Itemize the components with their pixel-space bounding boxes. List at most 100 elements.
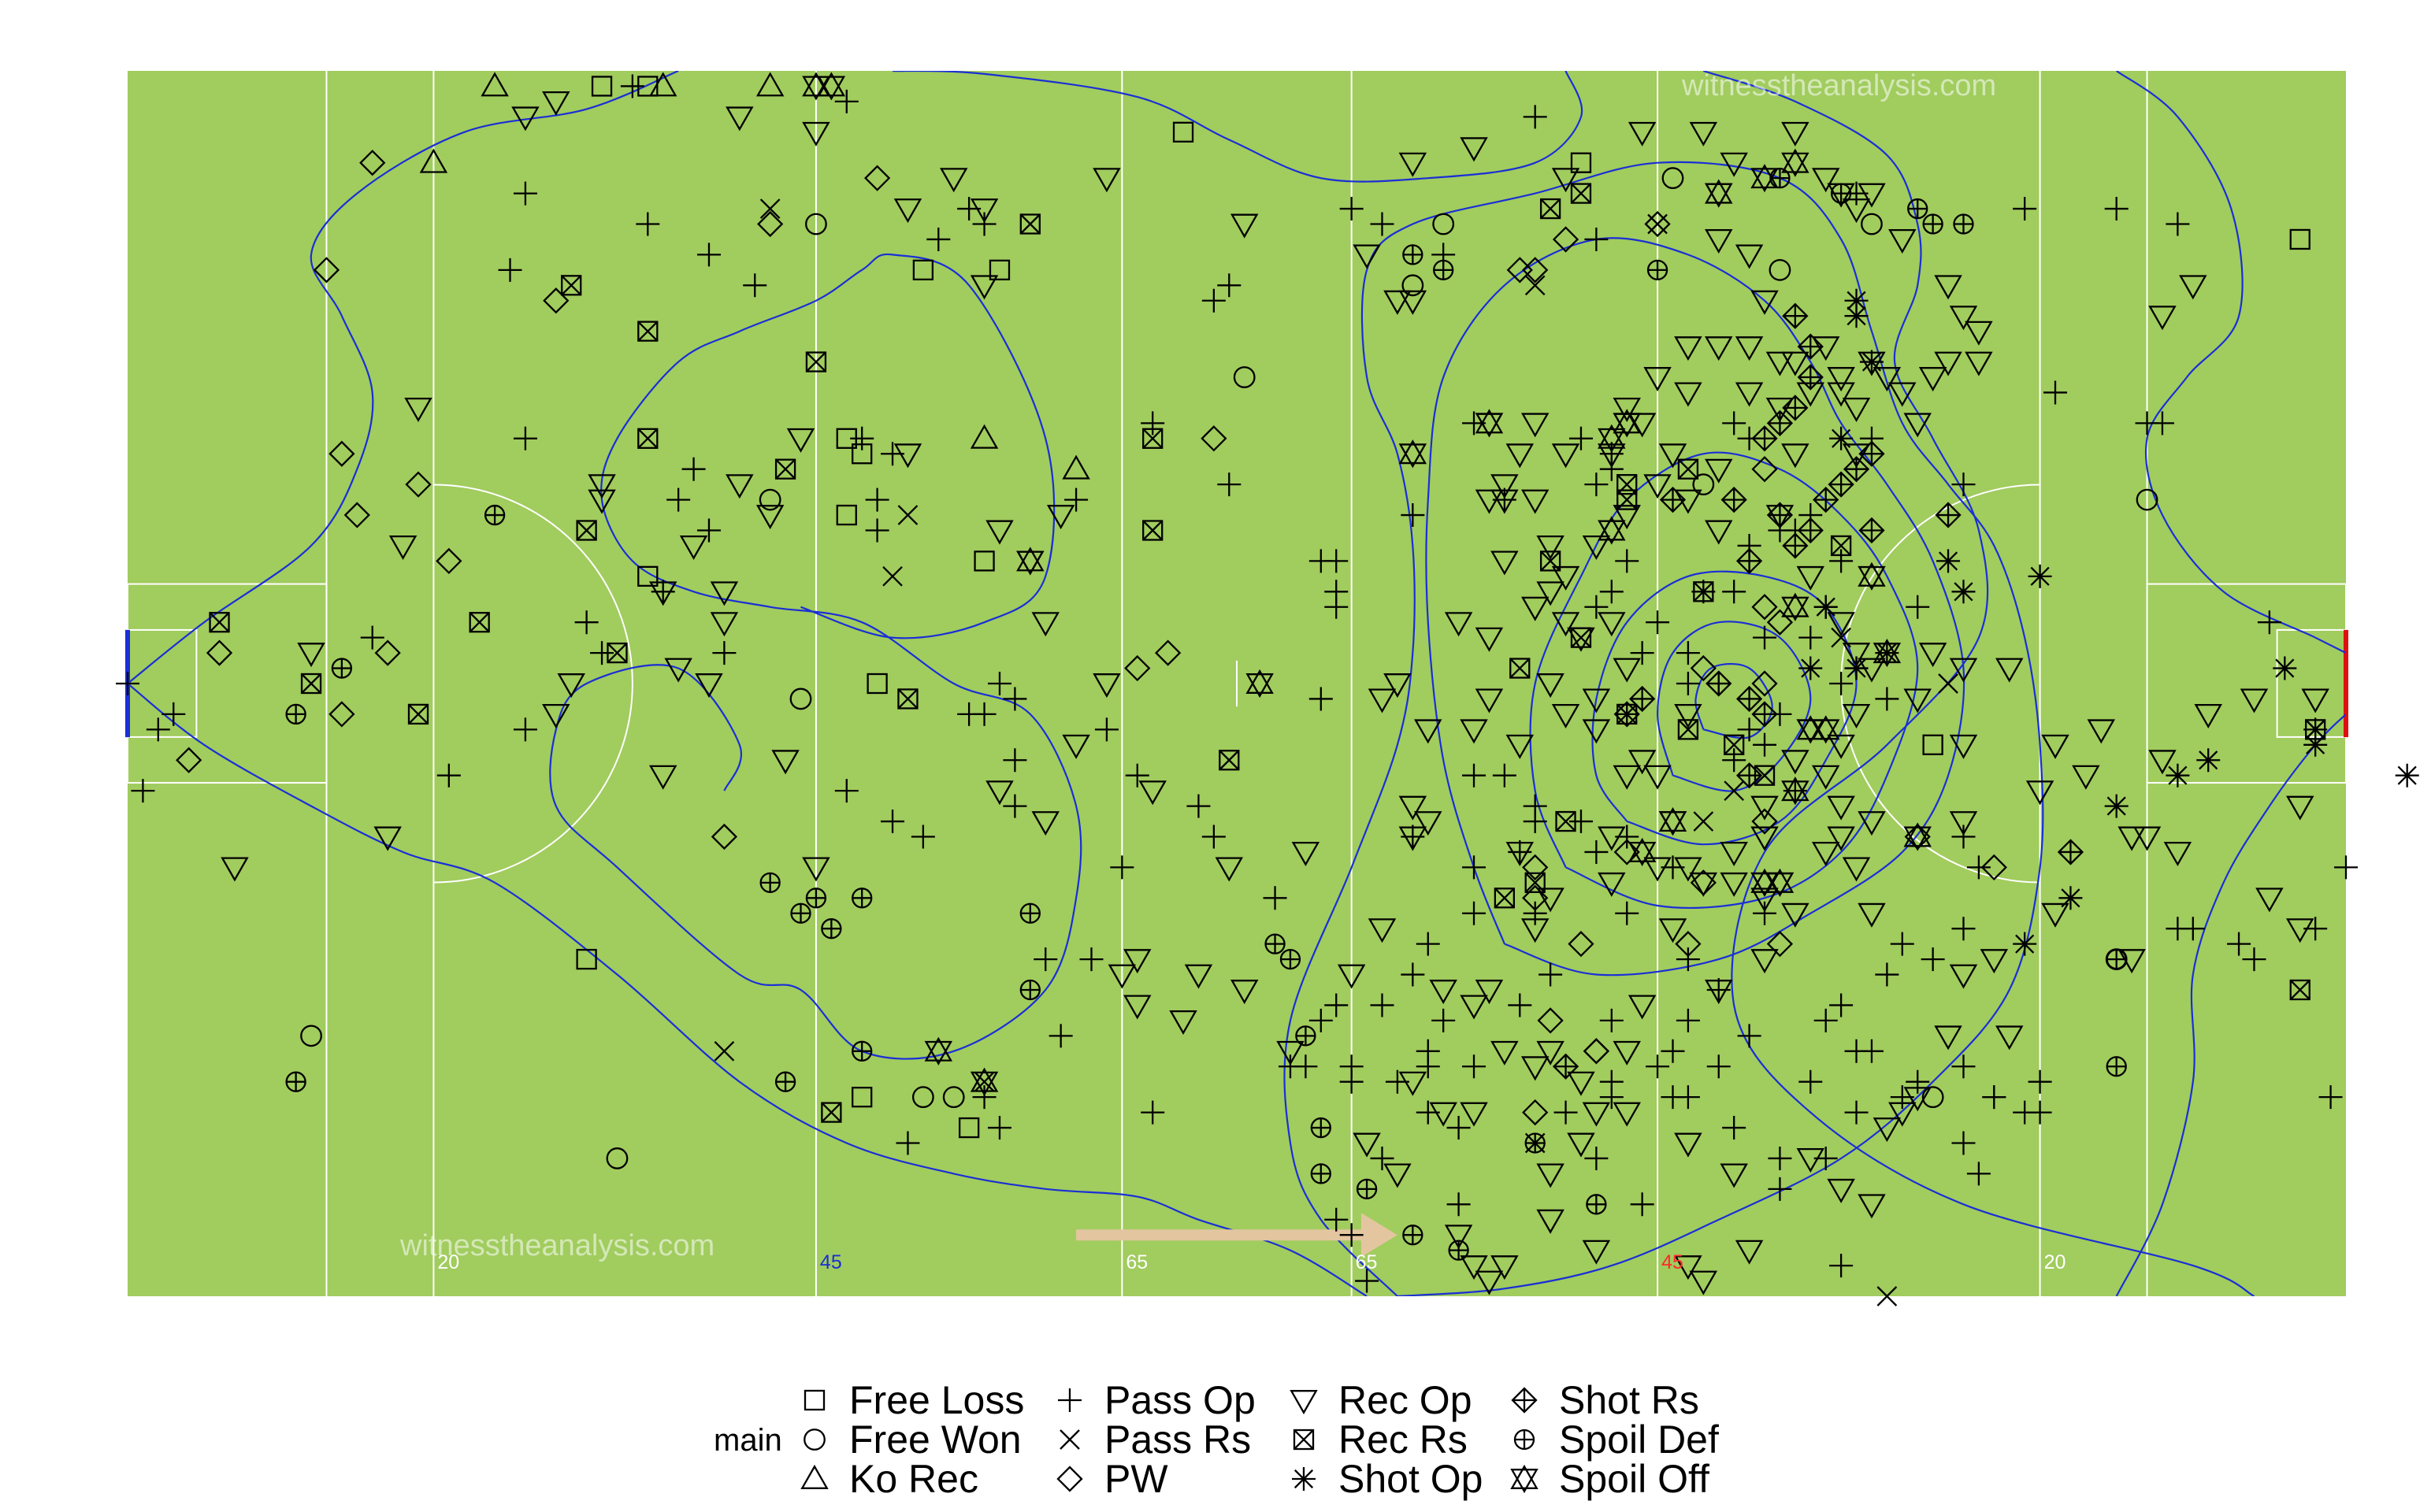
marker-spoil-off: [1781, 776, 1809, 806]
marker-pass-op: [1906, 595, 1930, 619]
marker-rec-op: [1949, 734, 1978, 759]
legend-key-pass-op: [1058, 1388, 1082, 1412]
marker-shot-rs: [1843, 456, 1870, 483]
marker-rec-op: [1123, 995, 1152, 1020]
marker-rec-op: [2179, 275, 2207, 300]
marker-spoil-def: [1646, 259, 1668, 281]
arc-left: [433, 484, 633, 884]
marker-rec-op: [1781, 750, 1809, 775]
marker-rec-op: [1383, 673, 1412, 699]
marker-spoil-def: [852, 1040, 873, 1062]
marker-pass-op: [1737, 717, 1761, 742]
marker-spoil-off: [1658, 806, 1687, 836]
marker-pass-op: [1370, 993, 1394, 1017]
marker-rec-op: [1093, 168, 1121, 193]
marker-rec-op: [648, 581, 677, 606]
marker-pw: [1675, 931, 1702, 958]
marker-pass-op: [1661, 1039, 1685, 1063]
distance-marker: 45: [820, 1251, 842, 1273]
marker-pass-op: [1584, 227, 1609, 251]
marker-pw: [1522, 884, 1549, 911]
marker-rec-op: [2301, 688, 2329, 713]
legend-label: Pass Op: [1104, 1378, 1256, 1422]
marker-rec-op: [1582, 719, 1611, 744]
marker-pw: [543, 287, 570, 314]
marker-pw: [1751, 808, 1778, 835]
marker-pass-op: [1462, 1054, 1487, 1079]
marker-pass-op: [1630, 1192, 1654, 1217]
marker-pass-op: [1141, 1100, 1165, 1125]
marker-rec-op: [755, 505, 785, 530]
marker-shot-rs: [1629, 685, 1656, 713]
marker-rec-op: [1582, 535, 1611, 561]
density-contour: [128, 71, 679, 684]
marker-pass-op: [1508, 993, 1532, 1017]
marker-pass-op: [1753, 732, 1777, 757]
marker-spoil-def: [790, 902, 811, 924]
marker-shot-op: [1875, 641, 1899, 665]
marker-pw: [1552, 226, 1579, 253]
marker-pass-op: [1308, 687, 1333, 711]
marker-pass-op: [1753, 901, 1777, 925]
marker-pass-op: [1661, 1085, 1685, 1110]
marker-rec-op: [1536, 673, 1564, 699]
marker-free-won: [1921, 1086, 1944, 1109]
marker-rec-op: [1827, 826, 1855, 851]
marker-pass-op: [712, 641, 737, 665]
marker-rec-op: [1903, 413, 1932, 438]
distance-marker: 65: [1356, 1251, 1378, 1273]
marker-rec-op: [1781, 121, 1809, 146]
marker-rec-rs: [1524, 872, 1546, 893]
marker-pass-op: [2257, 610, 2281, 635]
marker-shot-rs: [1735, 685, 1763, 713]
marker-rec-op: [2132, 826, 2162, 851]
marker-rec-op: [1720, 1163, 1748, 1188]
marker-shot-rs: [2057, 839, 2084, 865]
marker-pass-op: [1584, 839, 1609, 864]
marker-pass-op: [1737, 1024, 1761, 1048]
marker-rec-op: [1536, 1163, 1564, 1188]
marker-pass-op: [1538, 962, 1563, 987]
marker-pass-op: [1921, 947, 1945, 972]
marker-rec-op: [1689, 121, 1718, 146]
legend-label: Rec Op: [1338, 1378, 1472, 1422]
marker-rec-op: [1658, 918, 1687, 943]
marker-rec-rs: [1539, 198, 1561, 220]
marker-spoil-def: [821, 918, 842, 939]
marker-rec-op: [1827, 382, 1855, 407]
marker-rec-op: [1520, 1056, 1550, 1081]
marker-spoil-off: [1858, 561, 1886, 591]
marker-pass-op: [1125, 763, 1149, 788]
marker-rec-op: [588, 489, 616, 514]
marker-rec-rs: [561, 275, 582, 296]
density-contour: [549, 253, 1082, 1060]
marker-shot-op: [1829, 426, 1854, 450]
marker-rec-op: [1842, 643, 1871, 668]
marker-pass-op: [2318, 1085, 2343, 1110]
marker-rec-op: [1827, 734, 1855, 759]
distance-marker: 65: [1126, 1251, 1148, 1273]
marker-pass-op: [972, 212, 997, 236]
marker-ko-rec: [419, 148, 448, 173]
marker-rec-op: [1781, 351, 1809, 376]
marker-spoil-def: [2106, 1056, 2127, 1077]
marker-rec-op: [1643, 857, 1672, 882]
marker-rec-op: [1062, 734, 1090, 759]
marker-pass-op: [865, 518, 889, 543]
marker-rec-op: [1811, 765, 1840, 790]
marker-free-loss: [1172, 121, 1194, 143]
marker-rec-rs: [1555, 810, 1576, 832]
marker-rec-op: [1582, 1240, 1611, 1265]
marker-pass-op: [1324, 1207, 1349, 1232]
marker-rec-op: [1705, 980, 1733, 1005]
marker-pass-op: [1982, 1085, 2006, 1110]
marker-rec-op: [1750, 888, 1779, 913]
marker-rec-op: [771, 750, 800, 775]
marker-pass-op: [161, 702, 186, 726]
marker-pw: [176, 747, 202, 773]
marker-rec-op: [1460, 719, 1488, 744]
marker-rec-rs: [1677, 458, 1699, 480]
marker-spoil-def: [852, 888, 873, 909]
marker-rec-op: [1567, 1132, 1595, 1158]
